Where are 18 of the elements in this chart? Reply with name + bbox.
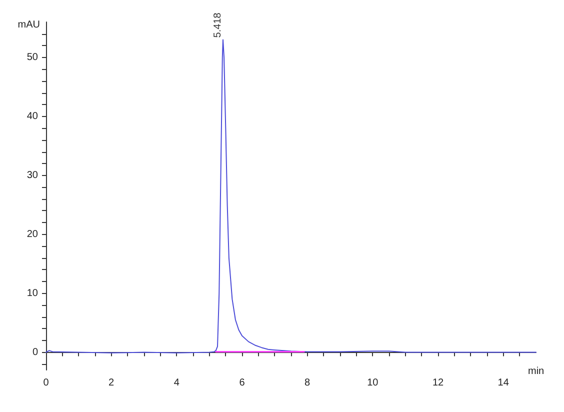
x-tick-label: 2 bbox=[108, 378, 115, 388]
x-tick-label: 10 bbox=[367, 378, 379, 388]
y-tick-label: 10 bbox=[26, 288, 38, 299]
y-tick-label: 40 bbox=[26, 110, 38, 122]
x-tick-label: 12 bbox=[432, 378, 444, 388]
y-tick-label: 20 bbox=[26, 228, 38, 240]
x-tick-label: 4 bbox=[174, 378, 180, 388]
x-tick-label: 14 bbox=[498, 378, 510, 388]
y-tick-label: 30 bbox=[26, 170, 38, 181]
annotation: 5.418 bbox=[212, 12, 224, 38]
y-tick-label: 50 bbox=[26, 52, 38, 63]
y-tick-label: 0 bbox=[32, 346, 38, 358]
line-series bbox=[46, 39, 536, 354]
x-tick-label: 0 bbox=[43, 378, 50, 388]
x-axis-title: min bbox=[528, 366, 544, 377]
x-tick-label: 8 bbox=[304, 378, 311, 388]
x-tick-label: 6 bbox=[239, 378, 246, 388]
y-axis-title: mAU bbox=[18, 20, 40, 30]
